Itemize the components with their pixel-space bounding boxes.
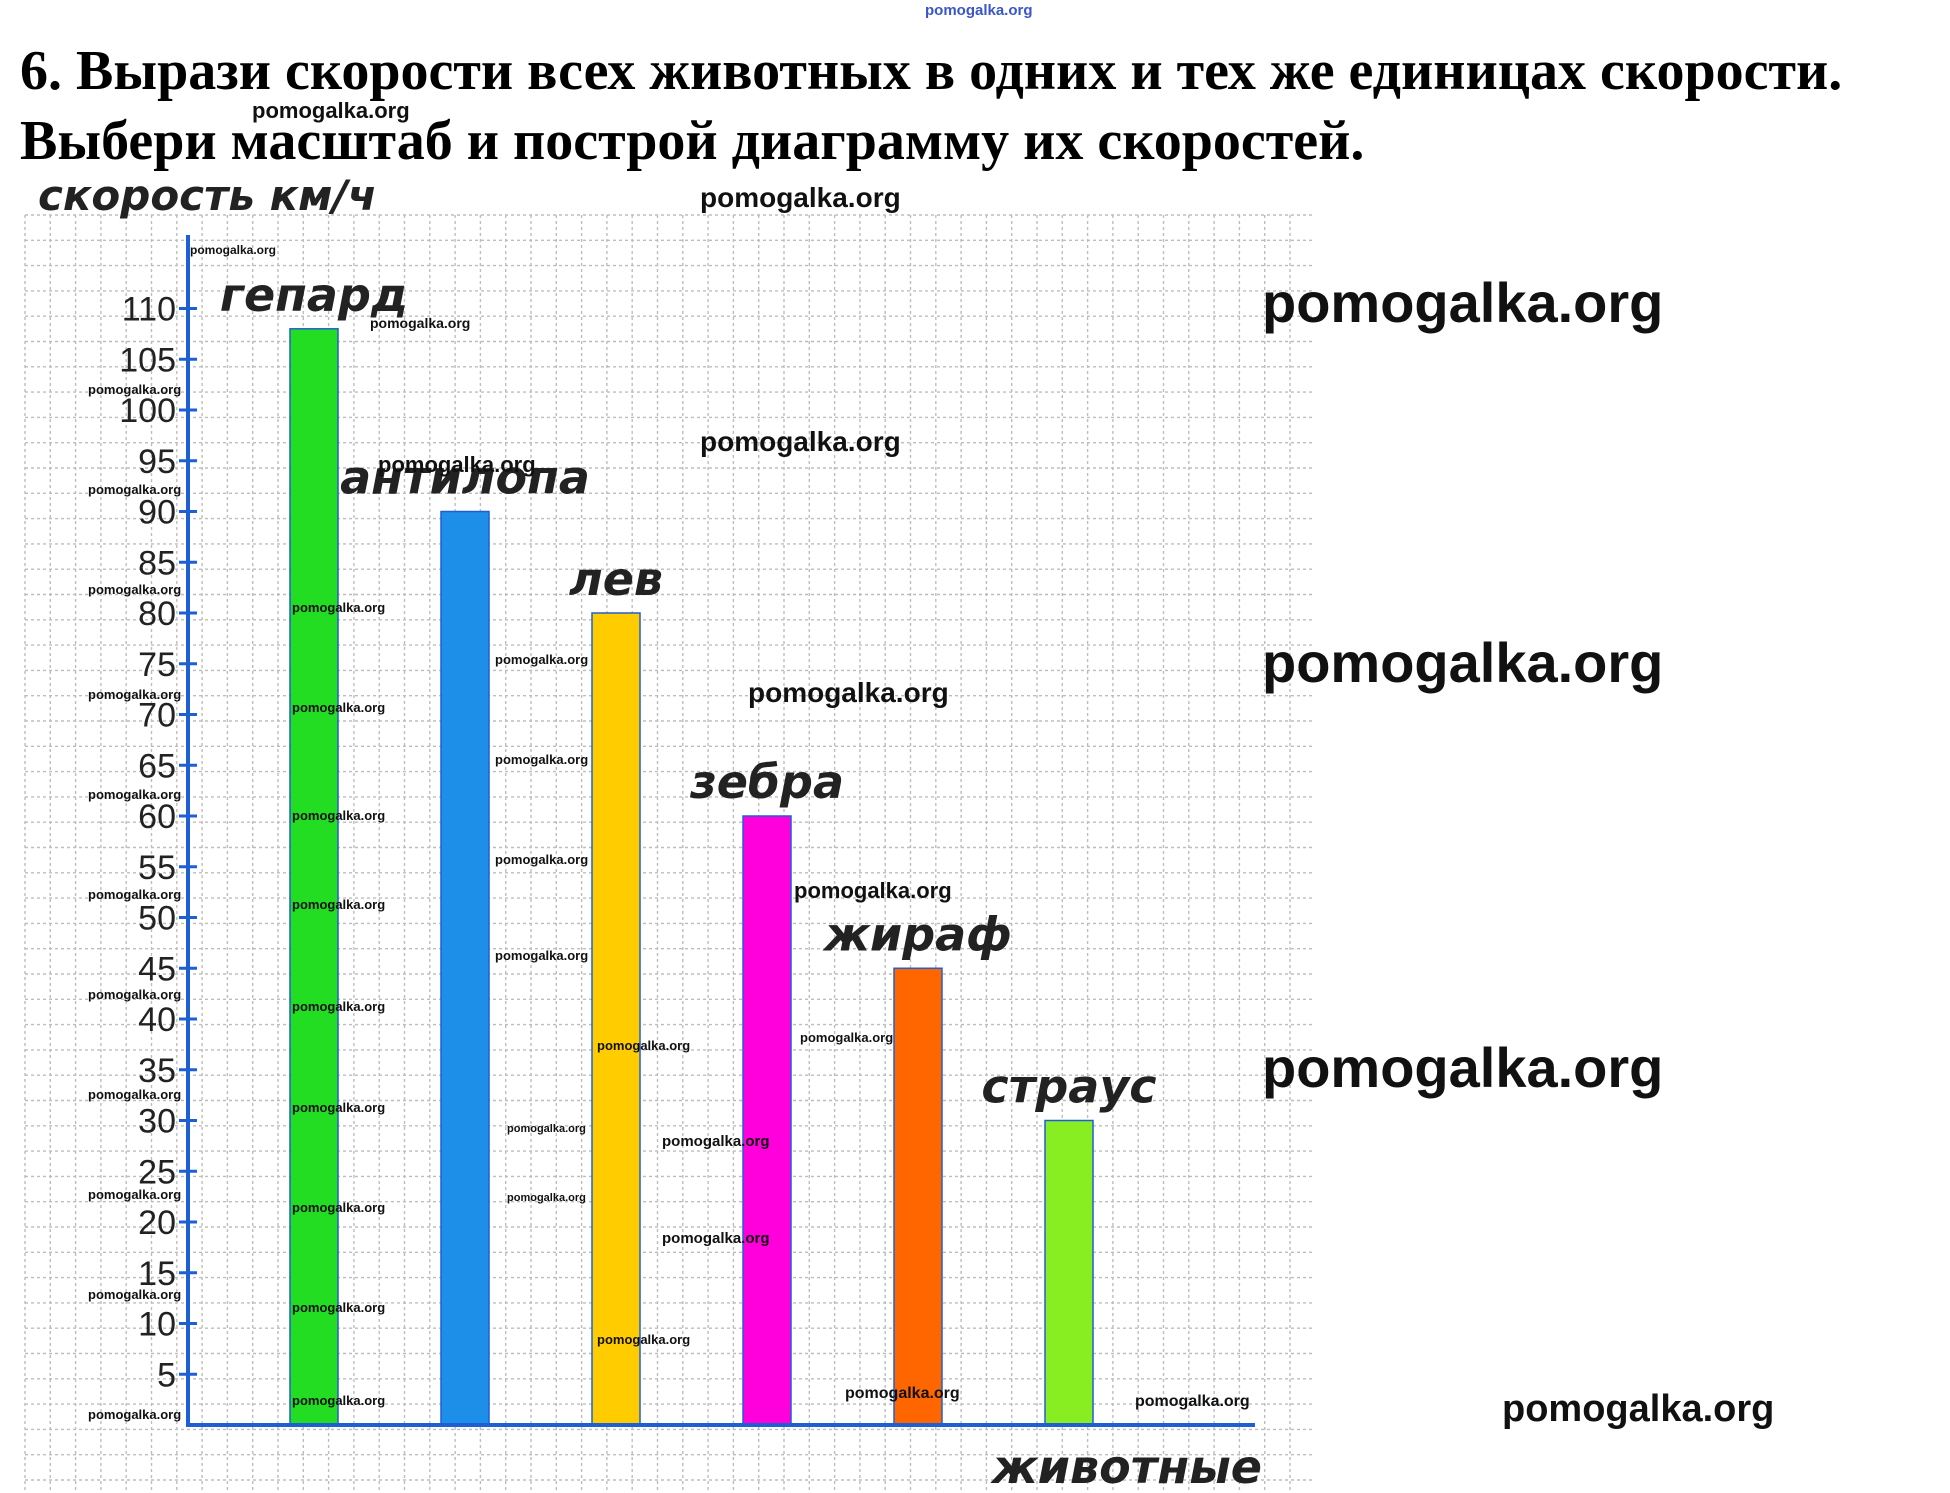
y-tick-label: 60	[138, 798, 176, 836]
y-tick-label: 10	[138, 1306, 176, 1344]
chart-labels: гепард антилопа лев зебра жираф страус 5 10 15 20…	[38, 171, 1262, 1493]
y-tick-label: 55	[138, 849, 176, 887]
watermark-text: pomogalka.org	[88, 582, 182, 597]
bar-4	[893, 967, 943, 1426]
watermark-text: pomogalka.org	[88, 987, 182, 1002]
watermark-text: pomogalka.org	[292, 1200, 386, 1215]
bar-5	[1044, 1119, 1094, 1426]
bar-0	[289, 328, 339, 1426]
watermark-text: pomogalka.org	[292, 600, 386, 615]
watermark-text: pomogalka.org	[252, 98, 410, 123]
watermark-text: pomogalka.org	[700, 182, 901, 213]
watermark-text: pomogalka.org	[88, 482, 182, 497]
watermark-text: pomogalka.org	[700, 426, 901, 457]
watermark-text: pomogalka.org	[88, 1187, 182, 1202]
y-tick-label: 90	[138, 494, 176, 532]
watermark-text: pomogalka.org	[88, 382, 182, 397]
watermark-text: pomogalka.org	[88, 887, 182, 902]
watermark-text: pomogalka.org	[597, 1332, 691, 1347]
watermark-text: pomogalka.org	[662, 1230, 770, 1247]
y-tick-label: 40	[138, 1001, 176, 1039]
watermark-text: pomogalka.org	[845, 1385, 960, 1402]
y-tick-label: 20	[138, 1204, 176, 1242]
y-tick-label: 100	[119, 392, 176, 430]
watermark-text: pomogalka.org	[800, 1030, 894, 1045]
y-tick-label: 85	[138, 544, 176, 582]
watermark-text: pomogalka.org	[597, 1038, 691, 1053]
bar-1	[440, 510, 490, 1426]
watermark-text: pomogalka.org	[495, 752, 589, 767]
bar-3	[742, 815, 792, 1426]
category-label-1: антилопа	[340, 451, 590, 505]
watermark-text: pomogalka.org	[748, 677, 949, 708]
watermark-text: pomogalka.org	[1262, 1036, 1664, 1099]
bar-2	[591, 612, 641, 1426]
watermark-text: pomogalka.org	[292, 1300, 386, 1315]
watermark-text: pomogalka.org	[507, 1192, 586, 1204]
watermark-text: pomogalka.org	[507, 1123, 586, 1135]
y-tick-label: 35	[138, 1052, 176, 1090]
watermark-text: pomogalka.org	[292, 700, 386, 715]
y-tick-label: 65	[138, 747, 176, 785]
y-tick-label: 105	[119, 341, 176, 379]
watermark-text: pomogalka.org	[378, 452, 536, 477]
y-tick-label: 80	[138, 595, 176, 633]
category-label-4: жираф	[822, 907, 1012, 961]
watermark-text: pomogalka.org	[292, 897, 386, 912]
chart-grid	[24, 214, 1315, 1490]
y-tick-label: 45	[138, 950, 176, 988]
watermark-text: pomogalka.org	[292, 1100, 386, 1115]
chart-axes	[179, 235, 1255, 1427]
y-tick-label: 50	[138, 900, 176, 938]
y-axis-title: скорость км/ч	[38, 171, 377, 220]
watermark-text: pomogalka.org	[292, 1393, 386, 1408]
y-tick-label: 30	[138, 1103, 176, 1141]
y-tick-label: 75	[138, 646, 176, 684]
watermark-text: pomogalka.org	[794, 878, 952, 903]
watermark-text: pomogalka.org	[370, 315, 471, 331]
watermark-text: pomogalka.org	[662, 1133, 770, 1150]
category-label-5: страус	[981, 1060, 1156, 1114]
watermark-text: pomogalka.org	[1502, 1388, 1775, 1430]
watermark-text: pomogalka.org	[88, 1087, 182, 1102]
y-tick-label: 95	[138, 443, 176, 481]
watermark-text: pomogalka.org	[1262, 271, 1664, 334]
watermark-text: pomogalka.org	[1135, 1393, 1250, 1410]
category-label-0: гепард	[220, 268, 408, 322]
x-axis-title: животные	[990, 1440, 1262, 1493]
task-title: 6. Вырази скорости всех животных в одних…	[20, 40, 1843, 172]
watermark-text: pomogalka.org	[292, 999, 386, 1014]
watermark-text: pomogalka.org	[190, 243, 277, 257]
watermark-text: pomogalka.org	[88, 1287, 182, 1302]
watermark-text: pomogalka.org	[1262, 631, 1664, 694]
category-label-2: лев	[569, 552, 663, 606]
watermark-text: pomogalka.org	[495, 948, 589, 963]
y-tick-label: 110	[122, 291, 176, 329]
watermark-text: pomogalka.org	[88, 787, 182, 802]
watermark-text: pomogalka.org	[88, 687, 182, 702]
y-tick-label: 15	[138, 1255, 176, 1293]
watermark-text: pomogalka.org	[925, 2, 1033, 19]
watermark-text: pomogalka.org	[495, 652, 589, 667]
chart-bars	[289, 328, 1094, 1426]
y-tick-label: 70	[138, 697, 176, 735]
watermark-text: pomogalka.org	[88, 1407, 182, 1422]
y-tick-label: 25	[138, 1153, 176, 1191]
y-tick-label: 5	[157, 1356, 176, 1394]
category-label-3: зебра	[689, 755, 844, 809]
watermark-text: pomogalka.org	[292, 808, 386, 823]
watermark-text: pomogalka.org	[495, 852, 589, 867]
